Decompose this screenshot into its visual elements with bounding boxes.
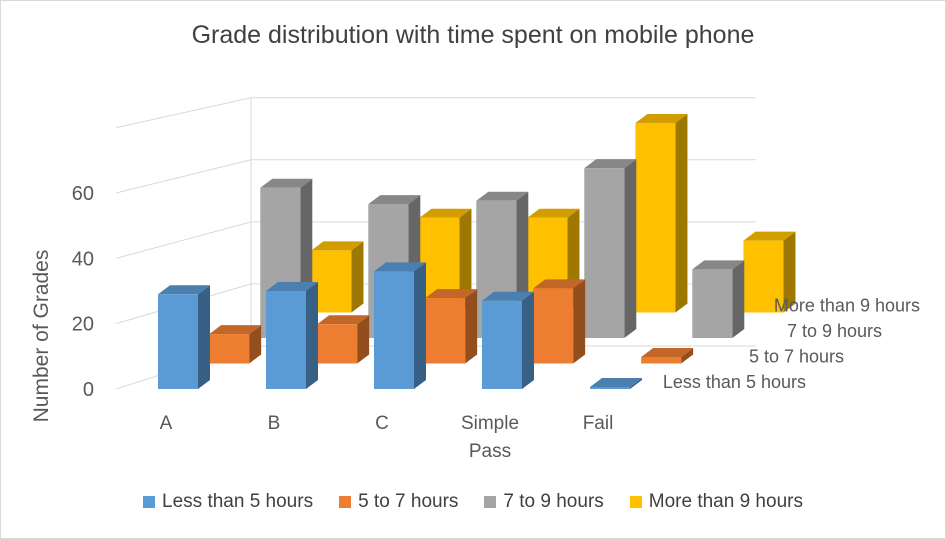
y-tick-0: 0 bbox=[83, 379, 94, 401]
legend: Less than 5 hours 5 to 7 hours 7 to 9 hour… bbox=[1, 491, 945, 513]
depth-label-5-to-7-hours: 5 to 7 hours bbox=[749, 347, 844, 367]
x-label-b: B bbox=[268, 413, 281, 434]
x-label-a: A bbox=[160, 413, 173, 434]
bar-less-than-5-hours-a bbox=[158, 285, 210, 389]
y-tick-60: 60 bbox=[72, 183, 94, 205]
bar-5-to-7-hours-fail bbox=[641, 347, 694, 364]
legend-label: More than 9 hours bbox=[648, 491, 803, 512]
x-label-fail: Fail bbox=[583, 413, 614, 434]
legend-label: Less than 5 hours bbox=[162, 491, 314, 512]
bar-5-to-7-hours-simple-pass bbox=[533, 279, 586, 364]
chart-plot: 0 20 40 60 A B C Simple Pass Fail Less than 5 ho… bbox=[30, 97, 920, 462]
legend-swatch bbox=[339, 496, 352, 508]
series-depth-labels: Less than 5 hours 5 to 7 hours 7 to 9 hour… bbox=[663, 296, 920, 393]
x-axis-labels: A B C Simple Pass Fail bbox=[160, 413, 614, 462]
chart-bars bbox=[158, 114, 796, 389]
legend-item-7-to-9-hours: 7 to 9 hours bbox=[484, 491, 604, 513]
y-tick-20: 20 bbox=[72, 314, 94, 336]
bar-less-than-5-hours-simple-pass bbox=[482, 291, 534, 389]
depth-label-more-than-9-hours: More than 9 hours bbox=[774, 296, 920, 316]
legend-swatch bbox=[629, 496, 642, 508]
legend-label: 7 to 9 hours bbox=[503, 491, 604, 512]
legend-swatch bbox=[143, 496, 156, 508]
depth-label-7-to-9-hours: 7 to 9 hours bbox=[787, 321, 882, 341]
y-axis-ticks: 0 20 40 60 bbox=[72, 183, 94, 401]
bar-less-than-5-hours-fail bbox=[590, 378, 642, 389]
bar-5-to-7-hours-a bbox=[209, 325, 262, 364]
legend-item-less-than-5-hours: Less than 5 hours bbox=[143, 491, 313, 513]
legend-label: 5 to 7 hours bbox=[358, 491, 459, 512]
x-label-c: C bbox=[375, 413, 389, 434]
legend-item-5-to-7-hours: 5 to 7 hours bbox=[339, 491, 458, 513]
bar-more-than-9-hours-a bbox=[311, 241, 364, 313]
bar-more-than-9-hours-simple-pass bbox=[635, 114, 688, 313]
y-axis-title: Number of Grades bbox=[30, 250, 53, 423]
bar-7-to-9-hours-fail bbox=[692, 260, 745, 338]
x-label-simple-pass: Simple Pass bbox=[461, 413, 519, 462]
bar-more-than-9-hours-fail bbox=[743, 231, 796, 313]
bar-5-to-7-hours-c bbox=[425, 289, 478, 364]
legend-item-more-than-9-hours: More than 9 hours bbox=[629, 491, 803, 513]
chart-title: Grade distribution with time spent on mo… bbox=[191, 21, 755, 49]
legend-swatch bbox=[484, 496, 497, 508]
bar-less-than-5-hours-c bbox=[374, 262, 426, 389]
bar-less-than-5-hours-b bbox=[266, 282, 318, 389]
y-tick-40: 40 bbox=[72, 248, 94, 270]
depth-label-less-than-5-hours: Less than 5 hours bbox=[663, 372, 806, 392]
bar-7-to-9-hours-simple-pass bbox=[584, 159, 637, 338]
bar-5-to-7-hours-b bbox=[317, 315, 370, 364]
